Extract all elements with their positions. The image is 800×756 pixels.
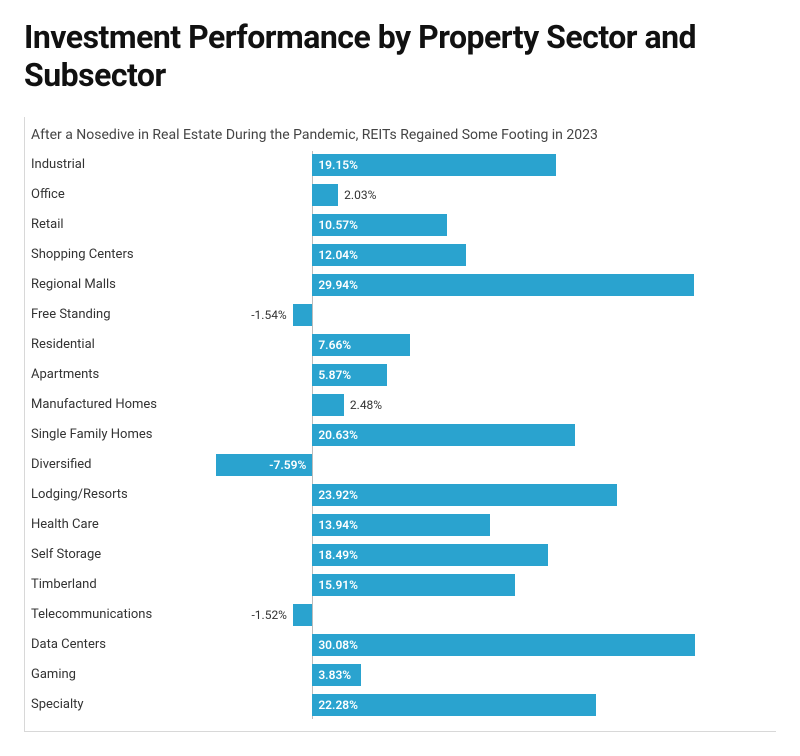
value-label: 7.66% [318,338,351,352]
value-label: 19.15% [318,158,358,172]
bar [312,274,693,296]
chart-row: Timberland 15.91% [25,571,776,599]
value-label: 10.57% [318,218,358,232]
category-label: Single Family Homes [25,427,185,442]
chart-rows: Industrial 19.15% Office 2.03% Retail 10.57% S… [25,151,776,719]
bar-area: 20.63% [185,421,758,449]
category-label: Self Storage [25,547,185,562]
value-label: 2.48% [350,398,382,412]
bar-area: 18.49% [185,541,758,569]
chart-row: Industrial 19.15% [25,151,776,179]
chart-row: Office 2.03% [25,181,776,209]
value-label: -7.59% [269,458,306,472]
bar-area: 29.94% [185,271,758,299]
chart-row: Gaming 3.83% [25,661,776,689]
chart-row: Specialty 22.28% [25,691,776,719]
bar-area: 22.28% [185,691,758,719]
category-label: Timberland [25,577,185,592]
bar-area: 2.03% [185,181,758,209]
value-label: 13.94% [318,518,358,532]
category-label: Free Standing [25,307,185,322]
bar-area: 5.87% [185,361,758,389]
category-label: Gaming [25,667,185,682]
value-label: 2.03% [344,188,376,202]
chart-row: Data Centers 30.08% [25,631,776,659]
category-label: Specialty [25,697,185,712]
value-label: 5.87% [318,368,351,382]
category-label: Diversified [25,457,185,472]
category-label: Retail [25,217,185,232]
category-label: Industrial [25,157,185,172]
value-label: 12.04% [318,248,358,262]
bar [312,634,695,656]
chart-row: Telecommunications -1.52% [25,601,776,629]
value-label: -1.52% [251,608,287,622]
chart-row: Free Standing -1.54% [25,301,776,329]
chart-row: Apartments 5.87% [25,361,776,389]
chart-row: Health Care 13.94% [25,511,776,539]
bar-area: 10.57% [185,211,758,239]
chart-row: Diversified -7.59% [25,451,776,479]
bar [293,304,313,326]
chart-row: Lodging/Resorts 23.92% [25,481,776,509]
value-label: 3.83% [318,668,351,682]
bar-area: 2.48% [185,391,758,419]
category-label: Health Care [25,517,185,532]
chart-row: Manufactured Homes 2.48% [25,391,776,419]
chart-row: Self Storage 18.49% [25,541,776,569]
bar-area: 3.83% [185,661,758,689]
category-label: Apartments [25,367,185,382]
bar-area: -1.54% [185,301,758,329]
value-label: 18.49% [318,548,358,562]
bar-area: -1.52% [185,601,758,629]
value-label: 30.08% [318,638,358,652]
chart-row: Retail 10.57% [25,211,776,239]
bar-area: 15.91% [185,571,758,599]
value-label: -1.54% [251,308,287,322]
chart-row: Residential 7.66% [25,331,776,359]
bar-area: 13.94% [185,511,758,539]
category-label: Lodging/Resorts [25,487,185,502]
category-label: Office [25,187,185,202]
bar [293,604,312,626]
value-label: 29.94% [318,278,358,292]
value-label: 20.63% [318,428,358,442]
chart-row: Single Family Homes 20.63% [25,421,776,449]
chart-container: After a Nosedive in Real Estate During t… [24,117,776,732]
chart-subtitle: After a Nosedive in Real Estate During t… [25,127,776,143]
category-label: Shopping Centers [25,247,185,262]
bar-area: -7.59% [185,451,758,479]
page-title: Investment Performance by Property Secto… [24,18,776,95]
category-label: Regional Malls [25,277,185,292]
bar [312,394,344,416]
category-label: Data Centers [25,637,185,652]
bar-area: 7.66% [185,331,758,359]
bar-area: 30.08% [185,631,758,659]
bar-area: 23.92% [185,481,758,509]
chart-row: Shopping Centers 12.04% [25,241,776,269]
bar [312,184,338,206]
category-label: Manufactured Homes [25,397,185,412]
bar-area: 19.15% [185,151,758,179]
value-label: 23.92% [318,488,358,502]
chart-row: Regional Malls 29.94% [25,271,776,299]
category-label: Telecommunications [25,607,185,622]
bar-area: 12.04% [185,241,758,269]
value-label: 22.28% [318,698,358,712]
category-label: Residential [25,337,185,352]
value-label: 15.91% [318,578,358,592]
